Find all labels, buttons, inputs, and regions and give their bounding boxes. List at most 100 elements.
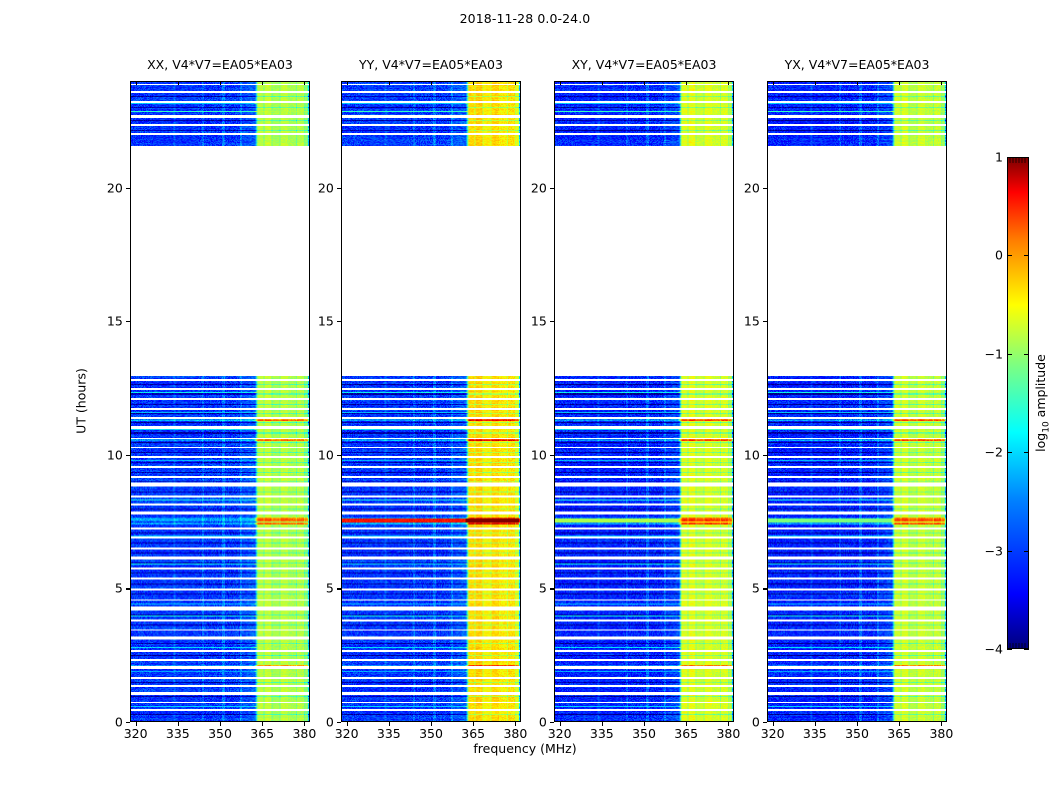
x-tick-mark xyxy=(899,722,901,726)
y-tick-mark xyxy=(763,187,767,189)
x-tick-mark-top xyxy=(262,81,264,85)
panel-plot-area-xx xyxy=(130,81,310,722)
x-tick-label: 320 xyxy=(760,726,785,741)
x-tick-mark-top xyxy=(177,81,179,85)
x-tick-mark-top xyxy=(559,81,561,85)
colorbar-tick-mark-right xyxy=(1024,255,1029,257)
panel-xx: XX, V4*V7=EA05*EA03 320 335 350 365 380 0 5 10 1… xyxy=(107,57,316,741)
waterfall-image-xy xyxy=(555,82,733,721)
x-tick-label: 380 xyxy=(292,726,317,741)
x-tick-label: 365 xyxy=(674,726,699,741)
y-tick-mark xyxy=(126,187,130,189)
waterfall-image-yx xyxy=(768,82,946,721)
y-tick-mark xyxy=(126,321,130,323)
panel-xy: XY, V4*V7=EA05*EA03 320 335 350 365 380 0 5 10 1… xyxy=(531,57,740,741)
y-tick-mark xyxy=(337,321,341,323)
y-tick-label: 5 xyxy=(114,580,123,596)
y-tick-label: 20 xyxy=(317,180,334,196)
colorbar-tick-label: −3 xyxy=(984,543,1003,559)
x-tick-mark-top xyxy=(431,81,433,85)
x-tick-label: 335 xyxy=(165,726,190,741)
x-tick-label: 380 xyxy=(716,726,741,741)
x-tick-mark-top xyxy=(772,81,774,85)
colorbar-tick-mark-right xyxy=(1024,550,1029,552)
panel-title-yx: YX, V4*V7=EA05*EA03 xyxy=(784,57,930,72)
colorbar-axis-label: log10 amplitude xyxy=(1033,354,1050,452)
x-tick-mark xyxy=(686,722,688,726)
y-tick-mark xyxy=(337,588,341,590)
x-tick-label: 380 xyxy=(503,726,528,741)
x-tick-mark-top xyxy=(346,81,348,85)
x-tick-mark xyxy=(857,722,859,726)
y-tick-label: 5 xyxy=(325,580,334,596)
x-tick-mark-top xyxy=(220,81,222,85)
panel-title-xy: XY, V4*V7=EA05*EA03 xyxy=(571,57,717,72)
panel-title-xx: XX, V4*V7=EA05*EA03 xyxy=(147,57,293,72)
x-tick-mark xyxy=(814,722,816,726)
y-tick-label: 20 xyxy=(743,180,760,196)
x-tick-mark xyxy=(220,722,222,726)
y-tick-label: 15 xyxy=(530,313,547,329)
y-tick-mark xyxy=(550,454,554,456)
x-tick-mark-top xyxy=(899,81,901,85)
panel-yy: YY, V4*V7=EA05*EA03 320 335 350 365 380 0 5 10 1… xyxy=(318,57,527,741)
x-tick-label: 335 xyxy=(376,726,401,741)
y-tick-label: 15 xyxy=(106,313,123,329)
x-tick-mark xyxy=(431,722,433,726)
x-axis-label: frequency (MHz) xyxy=(473,741,577,756)
x-tick-mark xyxy=(135,722,137,726)
x-tick-label: 335 xyxy=(589,726,614,741)
y-axis-label: UT (hours) xyxy=(73,368,89,434)
x-tick-mark-top xyxy=(686,81,688,85)
y-tick-mark xyxy=(763,588,767,590)
x-tick-mark-top xyxy=(644,81,646,85)
x-tick-mark xyxy=(559,722,561,726)
y-tick-mark xyxy=(550,321,554,323)
x-tick-label: 350 xyxy=(419,726,443,741)
x-tick-label: 365 xyxy=(250,726,275,741)
colorbar-tick-label: 0 xyxy=(995,247,1003,263)
y-tick-label: 20 xyxy=(106,180,123,196)
panel-title-yy: YY, V4*V7=EA05*EA03 xyxy=(359,57,503,72)
x-tick-mark-top xyxy=(473,81,475,85)
x-tick-mark xyxy=(644,722,646,726)
x-tick-label: 350 xyxy=(845,726,869,741)
panel-plot-area-yx xyxy=(767,81,947,722)
x-tick-mark-top xyxy=(857,81,859,85)
colorbar-tick-label: −2 xyxy=(984,444,1003,460)
x-tick-label: 335 xyxy=(802,726,827,741)
x-tick-mark xyxy=(473,722,475,726)
colorbar-tick-mark-right xyxy=(1024,649,1029,651)
colorbar-gradient xyxy=(1007,157,1029,649)
x-tick-mark-top xyxy=(814,81,816,85)
x-tick-mark xyxy=(728,722,730,726)
y-tick-mark xyxy=(763,722,767,724)
x-tick-label: 320 xyxy=(334,726,359,741)
colorbar-label-log: log xyxy=(1032,432,1048,452)
x-tick-mark xyxy=(177,722,179,726)
y-tick-mark xyxy=(337,454,341,456)
x-tick-mark xyxy=(941,722,943,726)
waterfall-image-xx xyxy=(131,82,309,721)
waterfall-image-yy xyxy=(342,82,520,721)
panel-plot-area-xy xyxy=(554,81,734,722)
y-tick-label: 15 xyxy=(743,313,760,329)
y-tick-mark xyxy=(337,722,341,724)
x-tick-mark xyxy=(388,722,390,726)
x-tick-mark-top xyxy=(515,81,517,85)
x-tick-label: 365 xyxy=(461,726,486,741)
x-tick-label: 350 xyxy=(632,726,656,741)
y-tick-label: 0 xyxy=(114,714,123,730)
x-tick-label: 320 xyxy=(547,726,572,741)
x-tick-mark xyxy=(304,722,306,726)
y-tick-label: 15 xyxy=(317,313,334,329)
panel-yx: YX, V4*V7=EA05*EA03 320 335 350 365 380 0 5 10 1… xyxy=(744,57,953,741)
colorbar-tick-mark xyxy=(1007,157,1012,159)
colorbar-tick-mark xyxy=(1007,649,1012,651)
y-tick-mark xyxy=(550,588,554,590)
y-tick-label: 0 xyxy=(325,714,334,730)
x-tick-mark xyxy=(772,722,774,726)
y-tick-label: 0 xyxy=(538,714,547,730)
y-tick-label: 10 xyxy=(106,447,123,463)
